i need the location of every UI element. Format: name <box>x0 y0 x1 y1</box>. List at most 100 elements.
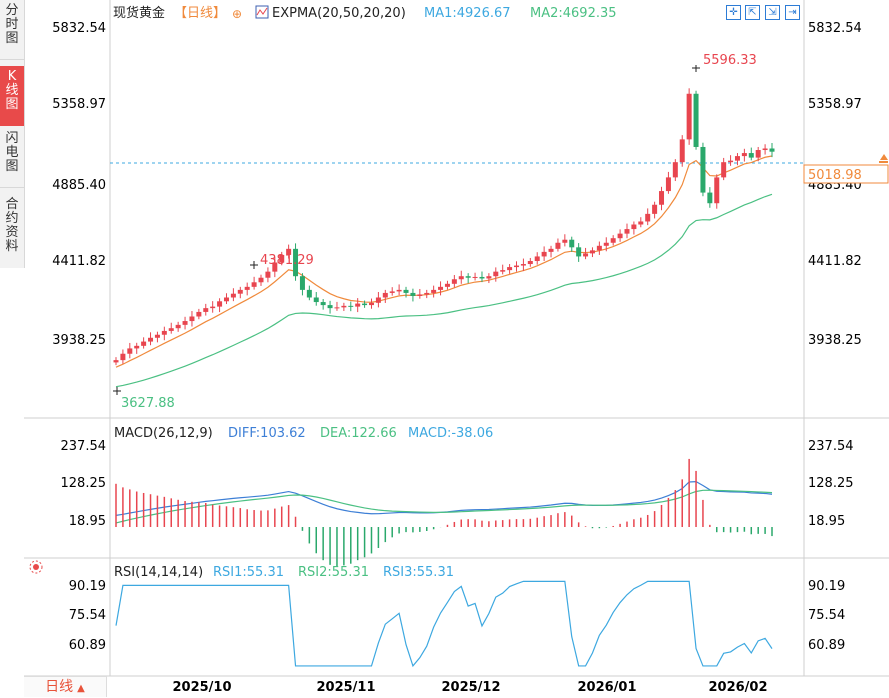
candle-body <box>514 265 520 268</box>
rsi-title: RSI(14,14,14) <box>114 565 203 580</box>
candle-body <box>624 229 630 234</box>
candle-body <box>486 276 492 279</box>
candle-body <box>569 239 575 248</box>
price-tick-right: 5832.54 <box>808 21 862 36</box>
candle-body <box>210 306 216 309</box>
rsi-line <box>115 580 773 668</box>
date-tick: 2025/11 <box>316 680 375 695</box>
candle-body <box>251 282 257 287</box>
period-dropdown-button[interactable]: 日线 ▲ <box>24 678 106 696</box>
current-price-marker-base <box>879 161 888 163</box>
macd-tick-left: 18.95 <box>69 514 106 529</box>
candle-body <box>741 153 747 157</box>
rsi-tick-left: 75.54 <box>69 608 106 623</box>
candle-body <box>610 238 616 243</box>
candle-body <box>707 192 713 204</box>
candle-body <box>299 276 305 290</box>
price-tick-right: 5358.97 <box>808 97 862 112</box>
tab-flash-label: 闪电图 <box>5 131 19 174</box>
date-tick: 2025/12 <box>441 680 500 695</box>
candle-body <box>652 204 658 214</box>
candle-body <box>168 328 174 331</box>
candle-body <box>583 253 589 257</box>
tab-timeshare[interactable]: 分时图 <box>0 0 24 60</box>
settings-sun-icon[interactable] <box>29 560 43 574</box>
macd-tick-right: 18.95 <box>808 514 845 529</box>
candle-body <box>134 345 140 349</box>
candle-body <box>265 271 271 278</box>
price-axis-left: 5832.54 5358.97 4885.40 4411.82 3938.25 <box>52 21 106 348</box>
candle-body <box>431 289 437 293</box>
current-price-marker-icon <box>880 154 888 160</box>
date-tick: 2026/02 <box>708 680 767 695</box>
tab-kline-label: K线图 <box>5 69 19 112</box>
macd-tick-right: 128.25 <box>808 476 854 491</box>
candle-body <box>368 302 374 306</box>
instrument-name: 现货黄金 <box>113 5 165 21</box>
period-label: 【日线】 <box>174 6 226 21</box>
crosshair-icon[interactable]: ✛ <box>726 5 741 20</box>
macd-dea-value: DEA:122.66 <box>320 426 397 441</box>
macd-value: MACD:-38.06 <box>408 426 493 441</box>
next-icon[interactable]: ⇥ <box>785 5 800 20</box>
candle-body <box>500 270 506 272</box>
candle-body <box>438 286 444 290</box>
candle-body <box>596 245 602 251</box>
candle-body <box>244 286 250 290</box>
candle-body <box>424 292 430 295</box>
price-tick-left: 5358.97 <box>52 97 106 112</box>
low-price-label: 3627.88 <box>121 396 175 411</box>
zoom-out-icon[interactable]: ⇲ <box>765 5 780 20</box>
candle-body <box>396 289 402 292</box>
candle-body <box>444 283 450 287</box>
candle-body <box>493 271 499 277</box>
candle-body <box>700 146 706 193</box>
candle-body <box>417 294 423 296</box>
ema-fast-line <box>115 155 773 368</box>
tab-contract-label: 合约资料 <box>5 197 19 254</box>
candle-body <box>355 303 361 307</box>
macd-tick-left: 128.25 <box>61 476 107 491</box>
indicator-icon-glyph <box>256 7 268 16</box>
candle-body <box>348 305 354 307</box>
candle-body <box>555 242 561 249</box>
tab-contract-info[interactable]: 合约资料 <box>0 196 24 268</box>
candle-body <box>451 279 457 284</box>
rsi-tick-left: 60.89 <box>69 638 106 653</box>
price-tick-left: 4411.82 <box>52 254 106 269</box>
ema-slow-line <box>115 193 773 388</box>
candle-body <box>507 267 513 271</box>
candle-body <box>230 293 236 298</box>
period-button-label: 日线 <box>45 679 74 695</box>
candle-body <box>334 307 340 309</box>
candle-body <box>479 276 485 279</box>
tab-kline[interactable]: K线图 <box>0 66 24 126</box>
macd-tick-left: 237.54 <box>61 439 107 454</box>
price-tick-right: 4411.82 <box>808 254 862 269</box>
period-bar: 日线 ▲ <box>24 676 107 697</box>
period-switch-icon[interactable]: ⊕ <box>232 7 242 21</box>
indicator-icon <box>255 5 269 19</box>
candle-body <box>403 289 409 293</box>
candle-body <box>638 221 644 225</box>
date-tick: 2026/01 <box>577 680 636 695</box>
current-price-box <box>803 164 889 184</box>
candle-body <box>631 224 637 230</box>
candle-body <box>286 248 292 255</box>
zoom-in-icon[interactable]: ⇱ <box>745 5 760 20</box>
candle-body <box>728 160 734 163</box>
date-tick: 2025/10 <box>172 680 231 695</box>
candle-body <box>762 148 768 151</box>
macd-tick-right: 237.54 <box>808 439 854 454</box>
tab-flash[interactable]: 闪电图 <box>0 128 24 188</box>
rsi-tick-right: 90.19 <box>808 579 845 594</box>
candle-body <box>113 360 119 363</box>
candle-body <box>755 150 761 158</box>
rsi-tick-right: 75.54 <box>808 608 845 623</box>
candle-body <box>375 297 381 303</box>
rsi-tick-right: 60.89 <box>808 638 845 653</box>
candle-body <box>603 242 609 246</box>
high-price-label: 5596.33 <box>703 53 757 68</box>
candle-body <box>527 261 533 265</box>
